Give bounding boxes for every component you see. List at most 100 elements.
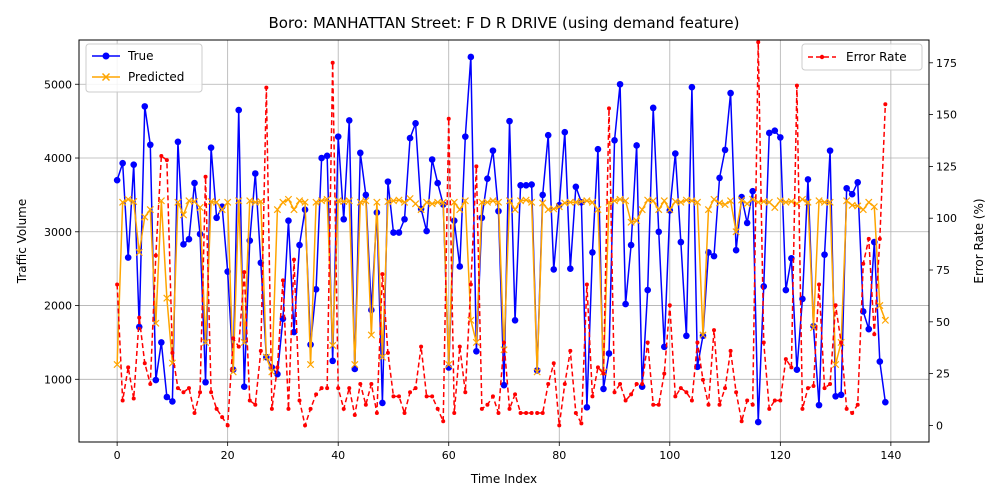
error-rate-point [463, 390, 468, 395]
true-point [119, 159, 126, 167]
y2-tick-label: 50 [936, 316, 950, 329]
error-rate-point [347, 386, 352, 391]
predicted-point [329, 341, 337, 349]
true-point [163, 393, 171, 401]
predicted-point [224, 198, 232, 206]
predicted-point [566, 198, 574, 206]
predicted-point [638, 206, 646, 214]
error-rate-point [645, 340, 650, 345]
predicted-point [627, 218, 635, 226]
error-rate-point [441, 419, 446, 424]
predicted-point [804, 198, 812, 206]
predicted-point [483, 198, 492, 206]
true-point [804, 176, 812, 183]
y-axis-ticks: 1000 2000 3000 4000 5000 [44, 78, 79, 386]
true-point [401, 215, 408, 223]
true-point [489, 147, 497, 154]
true-point [589, 249, 596, 256]
true-point [406, 134, 414, 142]
error-rate-point [314, 392, 319, 397]
true-point [252, 170, 259, 177]
true-point [113, 176, 121, 184]
error-rate-point [186, 386, 191, 391]
error-rate-point [192, 410, 197, 415]
predicted-point [218, 206, 226, 214]
predicted-point [323, 195, 331, 203]
true-point [710, 252, 718, 260]
true-point [793, 366, 801, 374]
predicted-point [749, 195, 757, 203]
true-point [207, 144, 215, 151]
true-point [362, 191, 370, 199]
error-rate-point [126, 365, 131, 370]
true-point [732, 246, 740, 254]
predicted-point [876, 301, 884, 310]
error-rate-point [651, 402, 656, 407]
true-point [240, 383, 248, 390]
error-rate-point [562, 381, 567, 386]
error-rate-point [717, 402, 722, 407]
error-rate-point [518, 410, 523, 415]
true-point [274, 370, 281, 378]
true-point [124, 254, 132, 261]
predicted-point [820, 198, 829, 206]
error-rate-point [584, 282, 589, 287]
true-point [826, 147, 834, 154]
legend-predicted-marker [101, 72, 111, 82]
predicted-point [721, 200, 729, 209]
error-rate-point [767, 406, 772, 411]
error-rate-point [380, 272, 385, 277]
error-rate-point [866, 236, 871, 241]
error-rate-point [264, 85, 269, 90]
error-rate-point [513, 392, 518, 397]
true-point [672, 150, 679, 157]
predicted-point [865, 198, 873, 206]
error-rate-point [198, 390, 203, 395]
error-rate-point [203, 174, 208, 179]
true-point [688, 83, 696, 91]
true-point [777, 134, 784, 141]
x-tick-label: 40 [331, 449, 345, 462]
chart-title: Boro: MANHATTAN Street: F D R DRIVE (usi… [269, 14, 740, 32]
true-point [567, 265, 574, 272]
error-rate-point [833, 303, 838, 308]
error-rate-point [883, 102, 888, 107]
error-rate-point [352, 413, 357, 418]
predicted-point [660, 197, 668, 205]
true-point [843, 184, 850, 192]
predicted-point [124, 195, 132, 203]
true-point [765, 129, 773, 137]
predicted-point [870, 203, 878, 211]
error-rate-point [805, 386, 810, 391]
error-rate-point [286, 406, 291, 411]
predicted-point [212, 198, 221, 206]
error-rate-point [214, 406, 219, 411]
predicted-point [301, 198, 309, 206]
predicted-point [710, 195, 718, 203]
true-point [522, 182, 530, 189]
predicted-point [417, 206, 425, 214]
predicted-point [450, 198, 458, 206]
true-point [743, 219, 751, 227]
predicted-point [743, 200, 751, 208]
error-rate-point [363, 402, 368, 407]
error-rate-point [640, 381, 645, 386]
y2-tick-label: 150 [936, 109, 957, 122]
error-rate-point [225, 423, 230, 428]
predicted-point [312, 198, 320, 206]
error-rate-point [308, 406, 313, 411]
error-rate-point [695, 340, 700, 345]
error-rate-point [209, 390, 214, 395]
predicted-point [522, 196, 530, 204]
error-rate-point [148, 381, 153, 386]
true-point [323, 152, 331, 160]
predicted-point [826, 198, 834, 206]
error-rate-point [855, 402, 860, 407]
predicted-point [113, 360, 121, 369]
error-rate-point [529, 410, 534, 415]
predicted-point [693, 198, 702, 206]
true-point [677, 238, 685, 246]
predicted-point [240, 338, 248, 347]
error-rate-point [496, 410, 501, 415]
error-rate-point [828, 381, 833, 386]
